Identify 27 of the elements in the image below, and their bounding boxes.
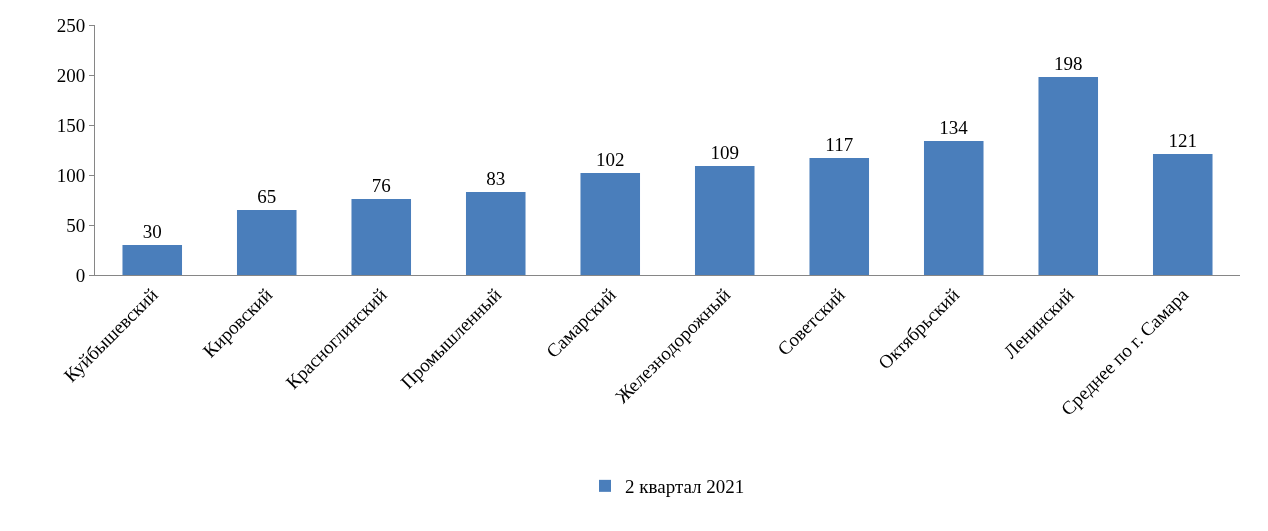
data-label: 121: [1168, 130, 1197, 151]
data-label: 198: [1054, 53, 1083, 74]
y-tick-label: 50: [66, 214, 86, 236]
y-tick-label: 250: [56, 14, 86, 36]
data-label: 83: [486, 168, 506, 189]
data-label: 102: [596, 149, 625, 170]
y-tick-label: 200: [56, 64, 86, 86]
y-tick-label: 150: [56, 114, 86, 136]
data-label: 76: [371, 175, 391, 196]
bar: [923, 141, 984, 275]
bar: [809, 158, 870, 275]
bar: [694, 166, 755, 275]
data-label: 134: [939, 117, 969, 138]
bar: [1152, 154, 1213, 275]
y-tick-label: 100: [56, 164, 86, 186]
bar: [236, 210, 297, 275]
data-label: 30: [142, 221, 162, 242]
y-tick-label: 0: [75, 264, 86, 286]
data-label: 109: [710, 142, 739, 163]
bar: [580, 173, 641, 275]
data-label: 65: [257, 186, 277, 207]
data-label: 117: [825, 134, 854, 155]
bar: [351, 199, 412, 275]
legend-label: 2 квартал 2021: [625, 476, 745, 498]
bar: [1038, 77, 1099, 275]
bar: [122, 245, 183, 275]
bar: [465, 192, 526, 275]
